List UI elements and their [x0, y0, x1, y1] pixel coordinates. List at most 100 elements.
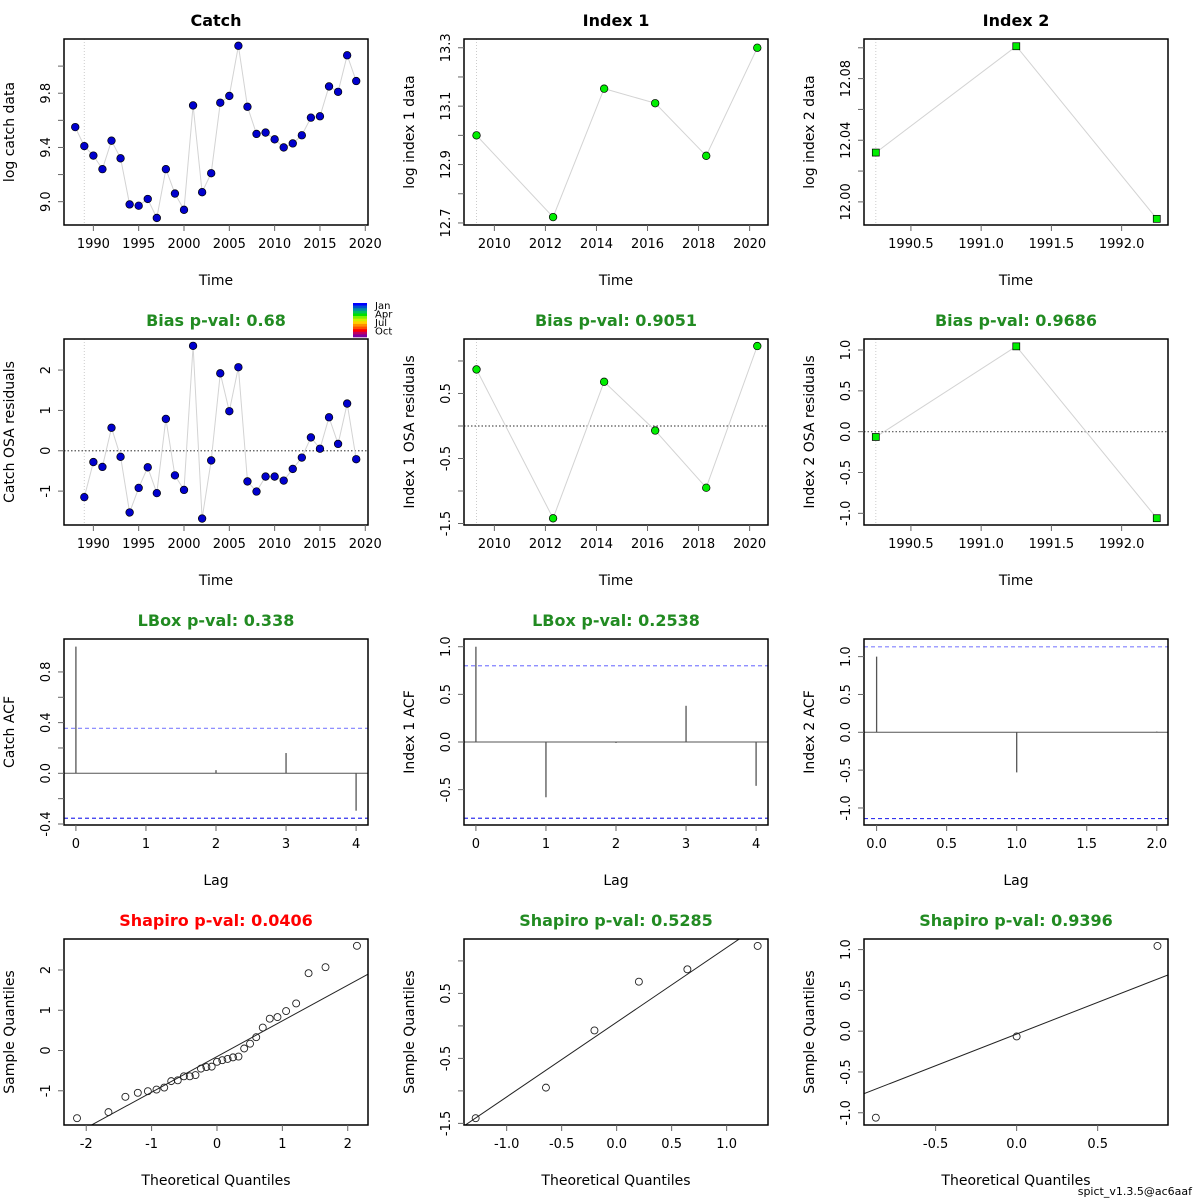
panel-index1-data: Index 1 2010 2012 2014 2016 2018 2020 12.7 12.9 1…: [402, 11, 769, 289]
qq-point: [121, 1092, 130, 1101]
y-axis-label: Catch ACF: [2, 696, 18, 768]
data-point: [107, 423, 116, 432]
data-point: [116, 452, 125, 461]
data-point: [599, 377, 609, 386]
series-line: [875, 45, 1158, 220]
panel-index2-data: Index 2 1990.5 1991.0 1991.5 1992.0 12.00 12.0…: [802, 11, 1169, 289]
legend-swatch: [353, 305, 367, 309]
qq-point: [229, 1053, 237, 1062]
data-point: [188, 101, 198, 110]
data-point: [279, 476, 288, 485]
legend-swatch: [353, 313, 367, 317]
data-point: [98, 164, 107, 174]
y-tick-label: 12.7: [439, 208, 454, 237]
data-point: [1012, 342, 1021, 351]
qq-point: [871, 1113, 880, 1122]
data-point: [152, 213, 161, 223]
data-point: [125, 508, 134, 517]
qq-line: [864, 974, 1168, 1095]
legend-swatch: [353, 326, 367, 330]
panel-title: Bias p-val: 0.9686: [935, 311, 1097, 330]
y-tick-label: 0.5: [439, 983, 454, 1004]
qq-point: [143, 1087, 152, 1096]
x-tick-label: 2000: [167, 237, 200, 252]
data-point: [98, 462, 107, 472]
x-tick-label: 1992.0: [1099, 237, 1145, 252]
legend-swatch: [353, 323, 367, 327]
legend-swatch: [353, 308, 367, 312]
qq-point: [1153, 941, 1162, 950]
y-tick-label: 1: [39, 406, 54, 414]
y-tick-label: -0.5: [439, 446, 454, 471]
legend-swatch: [353, 321, 367, 325]
plot-frame: [463, 638, 769, 826]
y-axis-label: Sample Quantiles: [2, 970, 18, 1093]
panel-index2-qq: Shapiro p-val: 0.9396 -0.5 0.0 0.5 -1.0 -0.5 0…: [802, 911, 1169, 1189]
x-tick-label: 2020: [349, 537, 382, 552]
qq-point: [541, 1083, 550, 1092]
data-point: [80, 493, 89, 502]
data-point: [472, 365, 481, 374]
x-tick-label: 2005: [213, 237, 246, 252]
y-tick-label: 13.1: [439, 92, 454, 121]
legend-label-jul: Jul: [374, 318, 387, 329]
x-tick-label: 1995: [122, 537, 155, 552]
data-point: [288, 139, 297, 148]
data-point: [143, 463, 152, 472]
qq-point: [1012, 1032, 1021, 1041]
x-axis-label: Theoretical Quantiles: [140, 1173, 290, 1189]
data-point: [161, 414, 171, 424]
data-point: [225, 91, 234, 101]
panel-title: Bias p-val: 0.9051: [535, 311, 697, 330]
y-axis-label: Sample Quantiles: [802, 970, 818, 1093]
legend-swatch: [353, 329, 367, 333]
data-point: [548, 212, 558, 222]
data-point: [324, 82, 334, 91]
x-tick-label: 0: [213, 1137, 221, 1152]
x-axis-label: Time: [998, 273, 1033, 289]
qq-point: [304, 969, 313, 978]
y-tick-label: 0: [39, 1046, 54, 1054]
data-point: [279, 143, 288, 152]
qq-line: [464, 939, 741, 1125]
data-point: [352, 455, 361, 464]
data-point: [252, 487, 261, 496]
panel-title: Shapiro p-val: 0.9396: [919, 911, 1113, 930]
series-line: [476, 47, 758, 219]
series-line: [74, 45, 357, 220]
qq-point: [471, 1114, 480, 1123]
data-point: [116, 154, 125, 163]
x-tick-label: 2018: [682, 237, 715, 252]
y-axis-label: Index 2 ACF: [802, 690, 818, 774]
y-tick-label: 9.8: [39, 83, 54, 104]
data-point: [89, 151, 98, 160]
x-tick-label: 2014: [580, 537, 613, 552]
data-point: [252, 129, 261, 139]
data-point: [472, 131, 481, 140]
series-line: [476, 345, 758, 520]
qq-point: [223, 1055, 232, 1063]
x-tick-label: 1992.0: [1099, 537, 1145, 552]
data-point: [315, 112, 325, 121]
y-tick-label: -1: [39, 485, 54, 498]
x-tick-label: 0.5: [1087, 1137, 1108, 1152]
data-point: [134, 483, 143, 493]
y-tick-label: -1.0: [839, 501, 854, 526]
x-tick-label: 2015: [303, 237, 336, 252]
data-point: [651, 426, 660, 435]
y-tick-label: 2: [39, 966, 54, 974]
panel-catch-qq: Shapiro p-val: 0.0406 -2 -1 0 1 2 -1 0 1 2 Theoret…: [2, 911, 369, 1189]
data-point: [753, 341, 762, 351]
panel-title: LBox p-val: 0.338: [138, 611, 295, 630]
legend-label-apr: Apr: [375, 310, 393, 321]
x-axis-label: Time: [198, 273, 233, 289]
qq-point: [753, 942, 762, 950]
x-tick-label: -1: [145, 1137, 158, 1152]
panel-catch-residuals: Bias p-val: 0.68 1990 1995 2000 2005 2010 2015…: [2, 301, 393, 589]
qq-point: [173, 1076, 182, 1085]
x-tick-label: 2020: [733, 237, 766, 252]
qq-point: [292, 999, 301, 1008]
data-point: [343, 51, 352, 60]
qq-point: [634, 977, 643, 986]
